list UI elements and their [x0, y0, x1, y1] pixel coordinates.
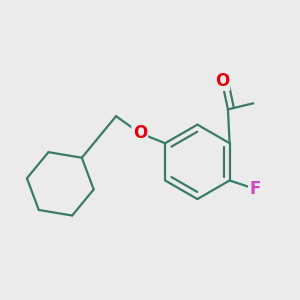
Text: O: O — [215, 72, 229, 90]
Text: O: O — [133, 124, 147, 142]
Text: F: F — [249, 180, 261, 198]
